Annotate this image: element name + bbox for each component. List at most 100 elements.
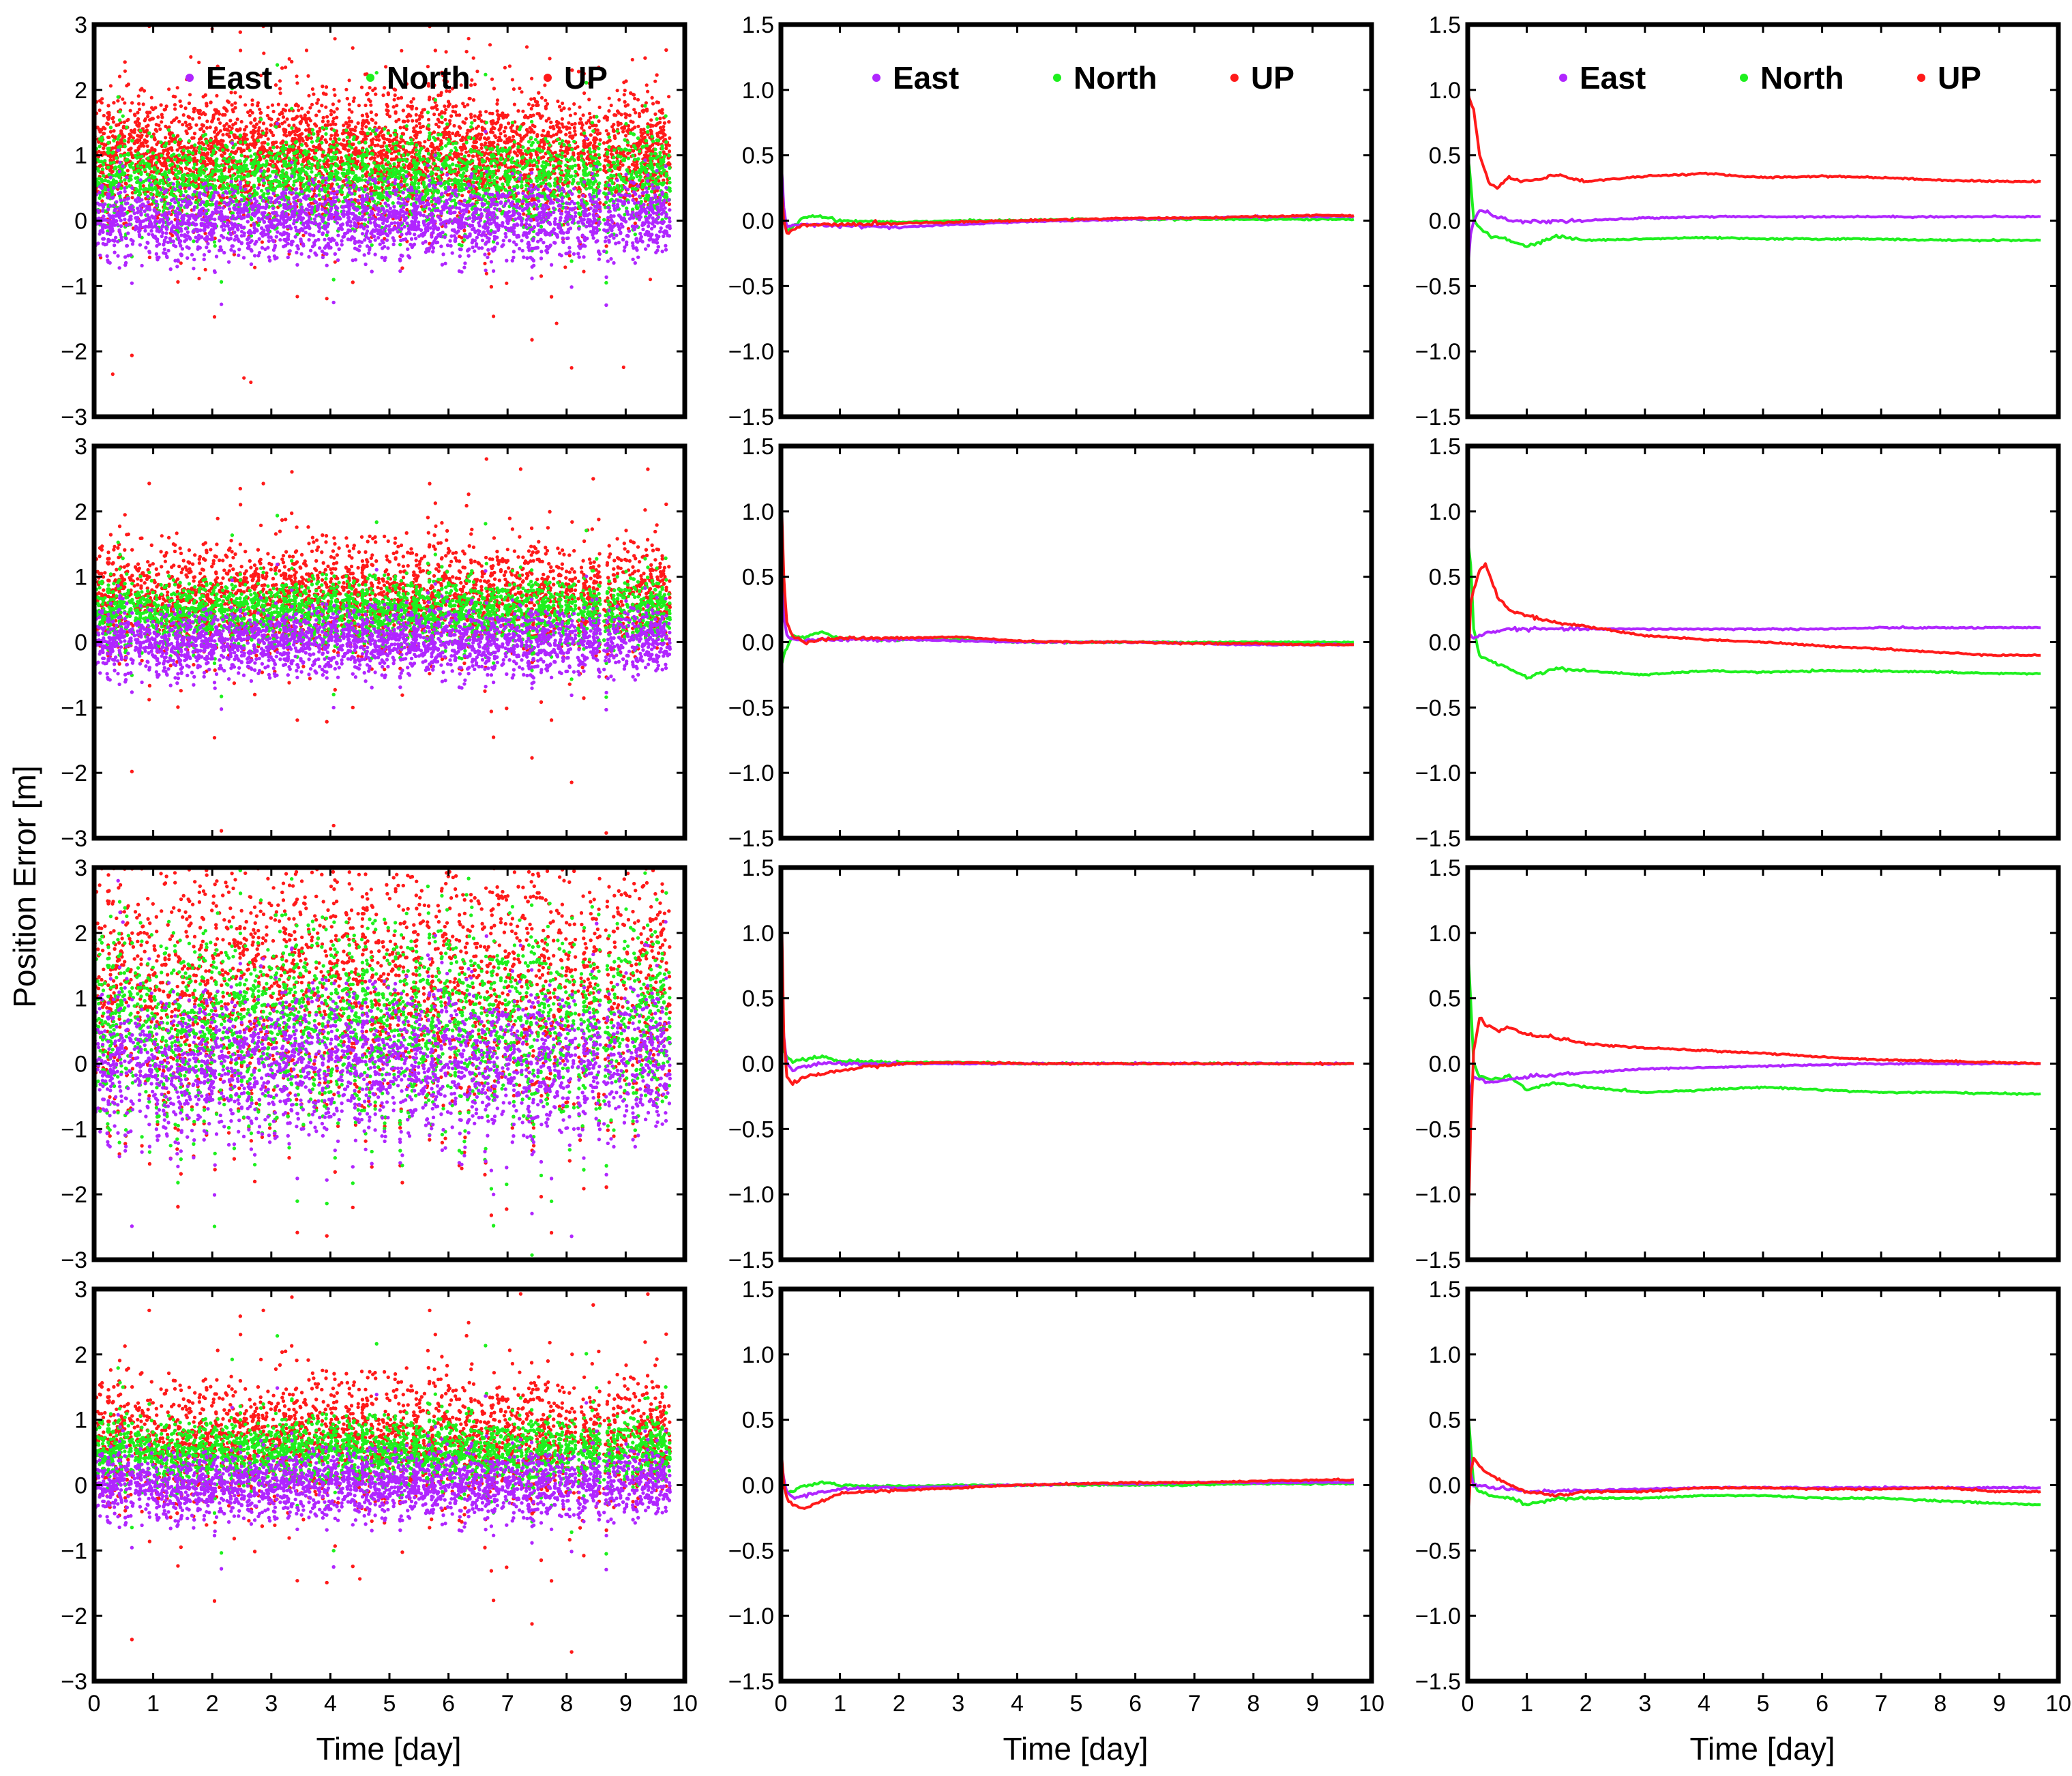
point-up	[400, 96, 403, 100]
point-up	[604, 159, 607, 162]
point-up	[496, 109, 499, 113]
point-up	[472, 57, 475, 60]
point-up	[237, 147, 240, 150]
point-up	[529, 114, 532, 117]
point-up	[467, 37, 471, 40]
point-up	[552, 134, 555, 137]
point-up	[242, 136, 246, 140]
point-up	[623, 93, 626, 96]
point-up	[351, 46, 355, 50]
point-up	[239, 31, 242, 34]
point-up	[490, 285, 493, 288]
point-up	[624, 134, 627, 137]
point-up	[139, 136, 143, 139]
point-up	[137, 94, 140, 98]
point-up	[102, 143, 106, 146]
point-up	[210, 145, 213, 148]
point-up	[452, 105, 455, 108]
point-up	[272, 110, 276, 113]
point-up	[555, 322, 559, 325]
point-up	[460, 194, 464, 197]
point-up	[458, 125, 461, 128]
point-up	[637, 141, 640, 145]
point-up	[258, 183, 261, 186]
point-up	[475, 126, 478, 130]
point-up	[468, 97, 471, 100]
point-up	[543, 83, 546, 87]
point-up	[588, 125, 591, 129]
point-up	[205, 119, 209, 123]
point-up	[239, 48, 242, 52]
point-up	[556, 100, 559, 103]
point-up	[667, 95, 670, 98]
point-up	[409, 100, 413, 104]
point-up	[634, 198, 638, 201]
point-up	[487, 136, 490, 140]
point-up	[331, 102, 335, 106]
point-up	[130, 101, 134, 104]
point-up	[458, 134, 461, 137]
point-up	[564, 133, 567, 136]
point-up	[102, 147, 105, 150]
point-up	[514, 151, 517, 155]
point-up	[197, 141, 201, 145]
point-up	[530, 338, 533, 342]
point-up	[530, 107, 533, 110]
point-up	[426, 147, 429, 151]
point-up	[350, 110, 353, 114]
point-up	[197, 277, 201, 280]
point-up	[300, 132, 304, 136]
point-up	[626, 103, 630, 106]
point-up	[608, 97, 611, 100]
point-up	[341, 179, 344, 183]
point-up	[361, 123, 364, 127]
point-up	[557, 121, 561, 125]
point-up	[445, 50, 448, 53]
point-up	[333, 136, 336, 140]
point-up	[465, 132, 469, 135]
point-up	[136, 140, 139, 144]
point-up	[186, 146, 190, 149]
point-up	[184, 121, 188, 124]
point-up	[638, 115, 641, 118]
point-up	[642, 128, 645, 131]
point-up	[451, 132, 454, 135]
point-up	[231, 110, 235, 113]
point-up	[470, 78, 473, 82]
point-up	[653, 113, 657, 116]
point-up	[357, 121, 360, 125]
point-up	[587, 98, 591, 101]
point-up	[332, 88, 336, 91]
point-up	[565, 125, 568, 129]
point-up	[173, 103, 177, 106]
point-up	[661, 111, 664, 115]
point-up	[460, 152, 463, 156]
point-up	[582, 270, 585, 273]
point-up	[443, 118, 447, 121]
point-up	[535, 104, 538, 107]
point-up	[347, 78, 351, 82]
point-up	[239, 95, 242, 98]
point-up	[658, 117, 662, 120]
point-up	[379, 145, 383, 148]
point-up	[373, 156, 376, 160]
point-up	[268, 147, 271, 150]
point-up	[176, 280, 179, 284]
point-up	[509, 126, 513, 130]
point-up	[646, 90, 649, 93]
point-up	[313, 122, 316, 125]
point-up	[293, 130, 296, 133]
point-up	[160, 120, 163, 123]
point-up	[423, 140, 426, 143]
point-up	[594, 153, 597, 156]
point-up	[288, 131, 291, 134]
point-up	[321, 85, 324, 88]
point-up	[432, 113, 436, 116]
point-up	[484, 110, 488, 113]
point-up	[573, 126, 576, 130]
point-up	[664, 147, 668, 150]
point-up	[297, 146, 300, 149]
point-up	[216, 133, 219, 136]
point-up	[265, 128, 268, 131]
point-up	[390, 158, 394, 161]
